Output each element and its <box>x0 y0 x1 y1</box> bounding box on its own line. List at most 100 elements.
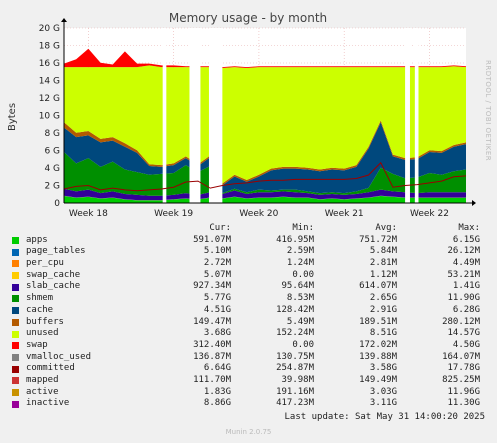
legend-series-name: active <box>26 386 59 397</box>
legend-min-value: 254.87M <box>276 363 314 374</box>
legend-swatch <box>12 365 19 373</box>
legend-min-value: 0.00 <box>292 339 314 350</box>
munin-version: Munin 2.0.75 <box>225 428 272 436</box>
area-buffers <box>64 120 466 186</box>
y-axis-label: Bytes <box>7 103 18 131</box>
data-gap <box>405 28 410 203</box>
legend-cur-value: 1.83G <box>203 386 231 397</box>
y-tick-label: 18 G <box>39 42 60 52</box>
legend-min-value: 191.16M <box>276 386 314 397</box>
legend-min-value: 1.24M <box>286 258 314 269</box>
rrdtool-credit: RRDTOOL / TOBI OETIKER <box>484 60 492 161</box>
legend-max-value: 4.50G <box>452 339 480 350</box>
legend-swatch <box>12 237 19 245</box>
header-cur: Cur: <box>209 223 231 233</box>
legend-cur-value: 136.87M <box>193 351 231 362</box>
legend-swatch <box>12 272 19 280</box>
y-tick-label: 0 <box>54 199 60 209</box>
legend-series-name: buffers <box>26 316 64 327</box>
y-tick-label: 12 G <box>39 94 60 104</box>
legend-max-value: 164.07M <box>442 351 480 362</box>
legend-swatch <box>12 353 19 361</box>
legend-min-value: 128.42M <box>276 304 314 315</box>
legend-row-swap: swap 312.40M 0.00 172.02M 4.50G <box>12 340 486 352</box>
x-tick-label: Week 18 <box>69 209 108 219</box>
legend-min-value: 8.53M <box>286 293 314 304</box>
legend-max-value: 53.21M <box>447 269 480 280</box>
data-gap <box>189 28 201 203</box>
legend-min-value: 2.59M <box>286 246 314 257</box>
legend-series-name: slab_cache <box>26 281 81 292</box>
legend-min-value: 416.95M <box>276 234 314 245</box>
legend-max-value: 825.25M <box>442 374 480 385</box>
legend-avg-value: 3.58G <box>369 363 397 374</box>
legend-cur-value: 149.47M <box>193 316 231 327</box>
legend-max-value: 11.30G <box>447 398 480 409</box>
legend-swatch <box>12 260 19 268</box>
header-max: Max: <box>458 223 480 233</box>
y-tick-label: 2 G <box>44 182 60 192</box>
legend-min-value: 39.98M <box>281 374 314 385</box>
legend-max-value: 6.28G <box>452 304 480 315</box>
x-tick-label: Week 22 <box>410 209 449 219</box>
legend-row-committed: committed 6.64G 254.87M 3.58G 17.78G <box>12 363 486 375</box>
legend-row-active: active 1.83G 191.16M 3.03G 11.96G <box>12 387 486 399</box>
legend-avg-value: 614.07M <box>359 281 397 292</box>
legend-series-name: page_tables <box>26 246 86 257</box>
legend-row-slab-cache: slab_cache 927.34M 95.64M 614.07M 1.41G <box>12 281 486 293</box>
legend-max-value: 6.15G <box>452 234 480 245</box>
legend-series-name: unused <box>26 328 59 339</box>
legend-avg-value: 2.81M <box>369 258 397 269</box>
legend-max-value: 1.41G <box>452 281 480 292</box>
chart-title: Memory usage - by month <box>169 11 327 25</box>
legend-swatch <box>12 342 19 350</box>
legend-min-value: 95.64M <box>281 281 314 292</box>
legend-series-name: swap <box>26 339 48 350</box>
legend-series-name: inactive <box>26 398 70 409</box>
legend-min-value: 417.23M <box>276 398 314 409</box>
legend-series-name: vmalloc_used <box>26 351 92 362</box>
legend-cur-value: 312.40M <box>193 339 231 350</box>
legend-max-value: 11.96G <box>447 386 480 397</box>
legend-cur-value: 111.70M <box>193 374 231 385</box>
legend-min-value: 152.24M <box>276 328 314 339</box>
x-tick-label: Week 19 <box>154 209 193 219</box>
legend-max-value: 280.12M <box>442 316 480 327</box>
legend-table: Cur: Min: Avg: Max: apps 591.07M 416.95M 75… <box>12 223 486 410</box>
legend-cur-value: 6.64G <box>203 363 231 374</box>
legend-avg-value: 5.84M <box>369 246 397 257</box>
y-tick-label: 6 G <box>44 147 60 157</box>
legend-avg-value: 751.72M <box>359 234 397 245</box>
legend-series-name: committed <box>26 363 75 374</box>
legend-header: Cur: Min: Avg: Max: <box>12 223 486 235</box>
legend-row-apps: apps 591.07M 416.95M 751.72M 6.15G <box>12 235 486 247</box>
legend-max-value: 11.90G <box>447 293 480 304</box>
data-gaps <box>162 28 419 203</box>
legend-max-value: 4.49M <box>452 258 480 269</box>
legend-swatch <box>12 318 19 326</box>
legend-series-name: cache <box>26 304 54 315</box>
legend-avg-value: 139.88M <box>359 351 397 362</box>
legend-series-name: swap_cache <box>26 269 81 280</box>
legend-swatch <box>12 307 19 315</box>
line-series <box>63 161 467 192</box>
header-min: Min: <box>292 223 314 233</box>
legend-min-value: 5.49M <box>286 316 314 327</box>
legend-max-value: 17.78G <box>447 363 480 374</box>
legend-avg-value: 2.65G <box>369 293 397 304</box>
legend-swatch <box>12 400 19 408</box>
legend-row-cache: cache 4.51G 128.42M 2.91G 6.28G <box>12 305 486 317</box>
y-tick-label: 14 G <box>39 77 60 87</box>
legend-cur-value: 927.34M <box>193 281 231 292</box>
legend-row-shmem: shmem 5.77G 8.53M 2.65G 11.90G <box>12 293 486 305</box>
legend-cur-value: 591.07M <box>193 234 231 245</box>
y-tick-label: 20 G <box>39 24 60 34</box>
data-gap <box>162 28 167 203</box>
legend-cur-value: 4.51G <box>203 304 231 315</box>
legend-row-per-cpu: per_cpu 2.72M 1.24M 2.81M 4.49M <box>12 258 486 270</box>
legend-max-value: 26.12M <box>447 246 480 257</box>
legend-swatch <box>12 295 19 303</box>
data-gap <box>414 28 419 203</box>
memory-chart: Memory usage - by month Bytes RRDTOOL / … <box>0 0 497 220</box>
legend-row-mapped: mapped 111.70M 39.98M 149.49M 825.25M <box>12 375 486 387</box>
